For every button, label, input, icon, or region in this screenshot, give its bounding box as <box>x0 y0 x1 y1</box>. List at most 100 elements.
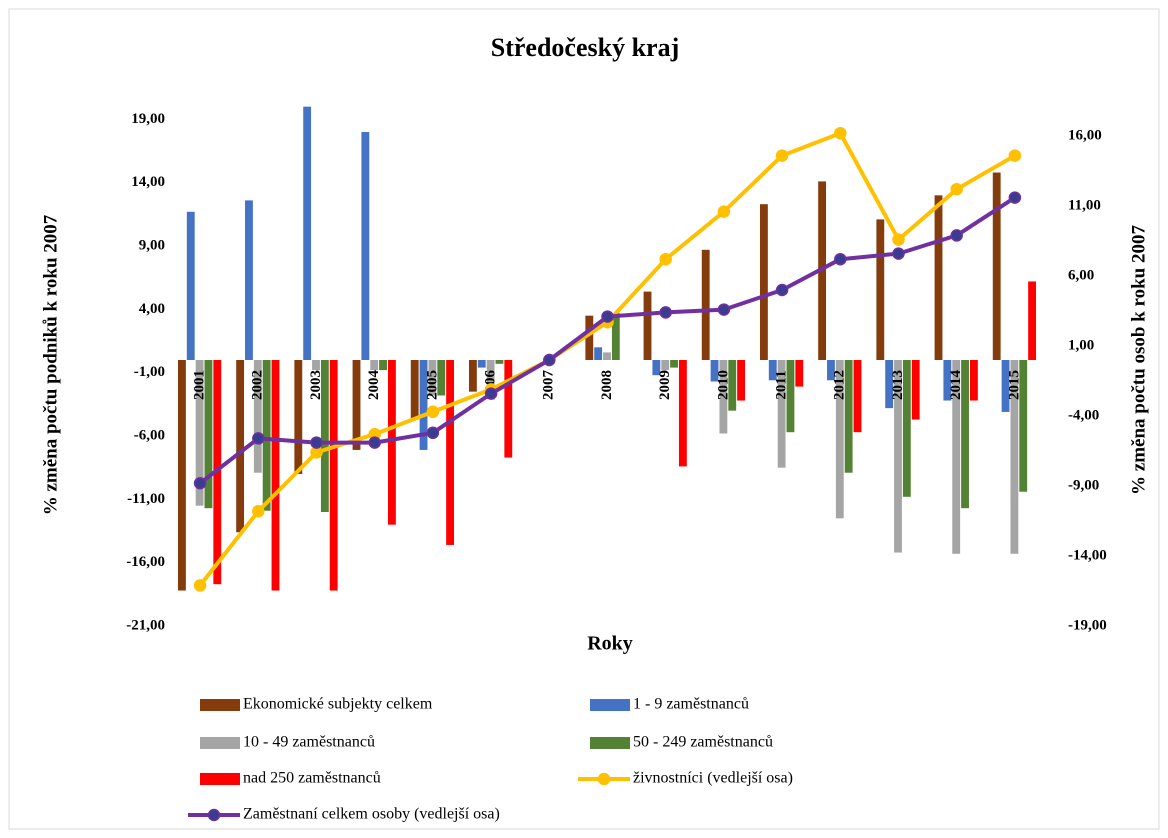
bar <box>969 360 978 401</box>
line-marker <box>252 432 265 445</box>
legend-label: Ekonomické subjekty celkem <box>243 696 433 713</box>
y-tick-label: 14,00 <box>131 174 165 190</box>
bar <box>236 360 245 533</box>
bar <box>245 200 253 360</box>
legend-swatch <box>200 699 240 711</box>
bar <box>768 360 777 381</box>
bar <box>177 360 186 591</box>
line-marker <box>601 310 614 323</box>
legend-label: živnostníci (vedlejší osa) <box>633 770 793 787</box>
x-tick-label: 2008 <box>599 370 615 400</box>
line-marker <box>659 306 672 319</box>
bar <box>204 360 213 509</box>
bar <box>186 211 195 360</box>
y-tick-label: -6,00 <box>134 427 165 443</box>
bar <box>361 132 370 360</box>
legend-marker <box>597 772 611 786</box>
x-tick-label: 2014 <box>948 370 964 401</box>
chart-title: Středočeský kraj <box>491 33 679 62</box>
bar <box>585 315 594 360</box>
bar <box>352 360 361 450</box>
bar <box>795 360 804 387</box>
bar <box>777 360 786 468</box>
bar <box>271 360 280 591</box>
bar <box>477 360 486 368</box>
line-marker <box>950 229 963 242</box>
bar <box>294 360 303 474</box>
bar <box>1019 360 1028 492</box>
x-tick-label: 2002 <box>250 370 266 400</box>
bar <box>670 360 678 368</box>
y-tick-label: -16,00 <box>126 554 165 570</box>
bar <box>603 352 611 360</box>
legend-swatch <box>200 773 240 785</box>
bar <box>468 360 477 392</box>
bar <box>961 360 969 509</box>
bar <box>943 360 952 401</box>
line-marker <box>193 579 207 592</box>
line-marker <box>310 436 323 449</box>
x-tick-label: 2011 <box>774 370 790 399</box>
y-tick-label: 19,00 <box>131 111 165 127</box>
bar <box>253 360 262 473</box>
line-marker <box>950 182 963 196</box>
bar <box>428 360 437 396</box>
bar <box>934 195 943 360</box>
bar <box>379 360 387 371</box>
bar <box>902 360 911 497</box>
y-tick-label: -21,00 <box>126 617 165 633</box>
bar <box>786 360 795 433</box>
legend-marker <box>207 808 221 822</box>
bar <box>719 360 728 434</box>
y2-tick-label: -14,00 <box>1068 547 1107 563</box>
x-tick-label: 2007 <box>541 370 557 401</box>
bar <box>911 360 920 420</box>
y2-tick-label: 1,00 <box>1068 337 1094 353</box>
x-tick-label: 2013 <box>890 370 906 400</box>
bar <box>611 313 620 360</box>
legend-label: 10 - 49 zaměstnanců <box>243 734 375 751</box>
bar <box>992 172 1001 360</box>
x-tick-label: 2005 <box>424 370 440 400</box>
y-tick-label: 9,00 <box>139 237 165 253</box>
line-marker <box>484 387 498 400</box>
bar <box>853 360 862 433</box>
y2-axis-title: % změna počtu osob k roku 2007 <box>1128 225 1149 495</box>
bar <box>661 360 670 371</box>
line-marker <box>775 149 789 162</box>
bar <box>370 360 379 371</box>
bar <box>643 291 652 360</box>
y2-tick-label: 16,00 <box>1068 127 1102 143</box>
bar <box>894 360 902 553</box>
bar <box>195 360 204 506</box>
bar <box>504 360 513 458</box>
bar <box>1028 281 1037 360</box>
line-marker <box>1008 191 1022 204</box>
bar <box>312 360 320 371</box>
legend-swatch <box>200 737 240 749</box>
line-marker <box>892 233 905 246</box>
y-axis-title: % změna počtu podniků k roku 2007 <box>40 214 61 515</box>
line-marker <box>834 252 847 266</box>
bar <box>710 360 719 382</box>
y2-tick-label: -19,00 <box>1068 617 1107 633</box>
line-marker <box>775 283 789 297</box>
line-marker <box>426 426 440 440</box>
bar <box>495 360 504 364</box>
bar <box>835 360 844 519</box>
line-marker <box>834 126 847 140</box>
legend-label: 50 - 249 zaměstnanců <box>633 734 773 751</box>
line-marker <box>543 353 556 367</box>
legend-label: 1 - 9 zaměstnanců <box>633 696 749 713</box>
line-marker <box>368 436 381 449</box>
y-tick-label: 4,00 <box>139 301 165 317</box>
bar <box>652 360 661 376</box>
line-marker <box>717 205 731 218</box>
bar <box>737 360 746 401</box>
bar <box>952 360 961 554</box>
y2-tick-label: -4,00 <box>1068 407 1099 423</box>
line-marker <box>1008 149 1022 162</box>
y2-tick-label: 6,00 <box>1068 267 1094 283</box>
